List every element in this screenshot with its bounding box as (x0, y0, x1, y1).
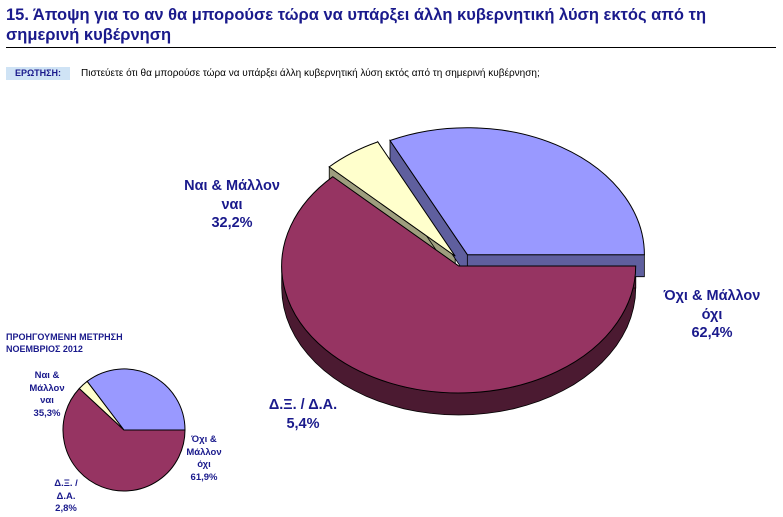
prev-label-no: Όχι & Μάλλον όχι 61,9% (186, 434, 222, 483)
pie1-slice-2 (86, 368, 186, 431)
prev-label-dk: Δ.Ξ. / Δ.Α. 2,8% (54, 478, 78, 514)
pie0-slice-0 (281, 176, 637, 394)
main-label-yes: Ναι & Μάλλον ναι 32,2% (184, 178, 280, 231)
pie1-slice-0 (62, 387, 186, 492)
pie0-slice-1 (328, 141, 456, 257)
title-divider (6, 47, 776, 48)
pie0-slice-2 (389, 127, 645, 256)
main-label-dk: Δ.Ξ. / Δ.Α. 5,4% (268, 397, 338, 432)
previous-measurement-label: ΠΡΟΗΓΟΥΜΕΝΗ ΜΕΤΡΗΣΗ ΝΟΕΜΒΡΙΟΣ 2012 (6, 332, 123, 354)
prev-label-yes: Ναι & Μάλλον ναι 35,3% (29, 370, 65, 419)
question-tag: ΕΡΩΤΗΣΗ: (6, 67, 70, 80)
question-text: Πιστεύετε ότι θα μπορούσε τώρα να υπάρξε… (81, 68, 540, 79)
main-label-no: Όχι & Μάλλον όχι 62,4% (663, 288, 761, 341)
page-title: 15. Άποψη για το αν θα μπορούσε τώρα να … (6, 6, 707, 44)
